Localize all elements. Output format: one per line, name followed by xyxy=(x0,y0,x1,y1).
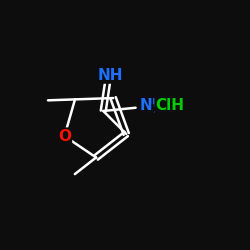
Text: O: O xyxy=(58,128,71,144)
Text: NH: NH xyxy=(139,98,165,113)
Text: 2: 2 xyxy=(152,105,160,115)
Text: NH: NH xyxy=(98,68,123,82)
Text: ClH: ClH xyxy=(155,98,184,113)
